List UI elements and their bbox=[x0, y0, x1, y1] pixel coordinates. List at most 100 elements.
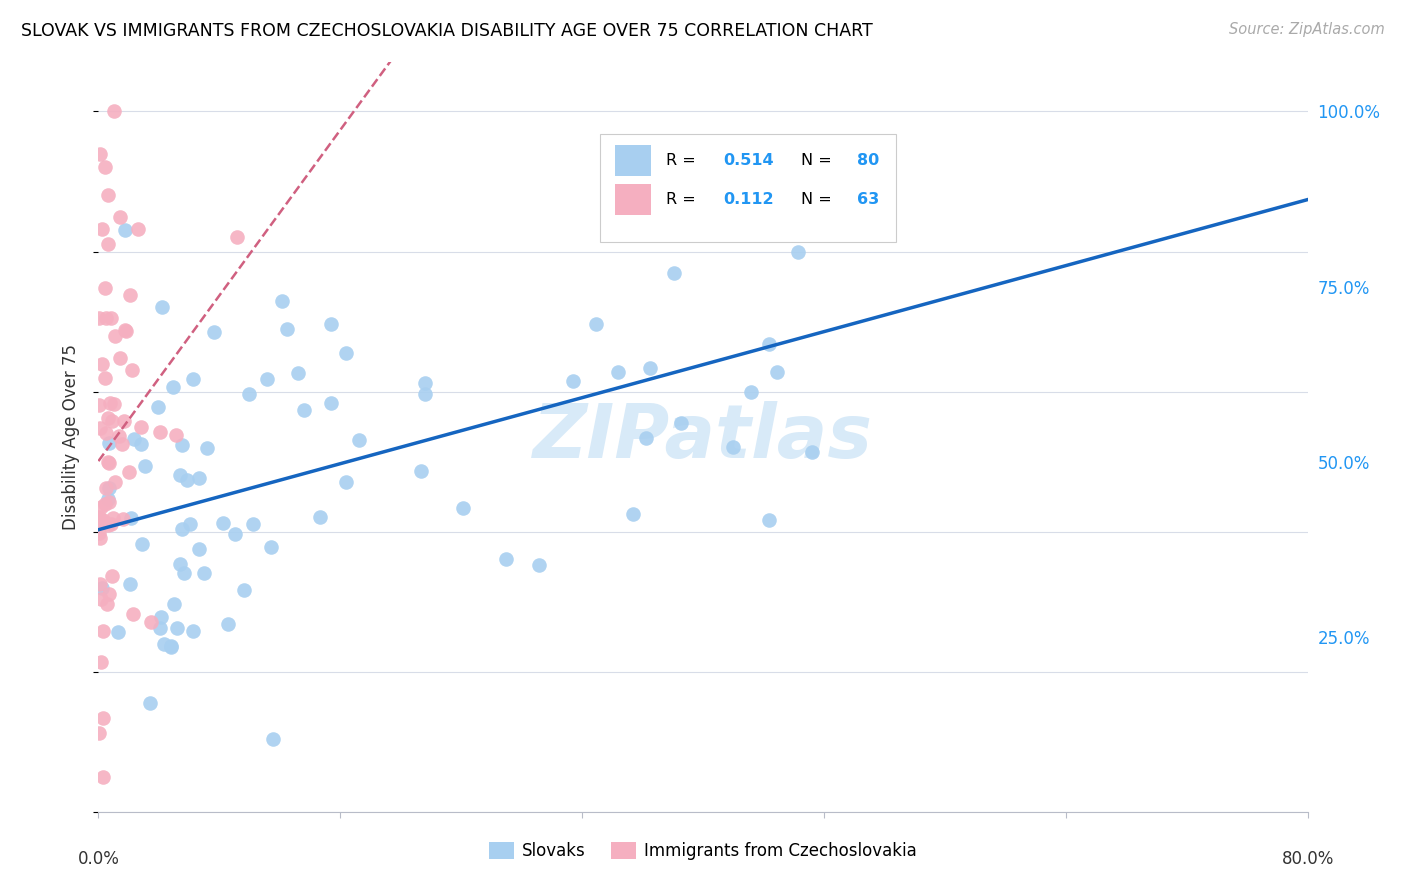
Point bbox=[90, 513, 112, 527]
Point bbox=[94, 281, 117, 295]
Point bbox=[97, 518, 120, 533]
Point bbox=[103, 397, 125, 411]
Point bbox=[90, 357, 112, 371]
Point bbox=[179, 517, 201, 532]
Point bbox=[97, 455, 120, 469]
Point bbox=[758, 336, 780, 351]
Text: 0.0%: 0.0% bbox=[77, 850, 120, 868]
Point bbox=[111, 511, 134, 525]
Point bbox=[640, 361, 662, 376]
Point bbox=[527, 558, 550, 572]
Point bbox=[103, 104, 125, 119]
Point bbox=[149, 622, 172, 636]
Point bbox=[335, 345, 357, 359]
Point bbox=[561, 374, 583, 388]
Point bbox=[91, 222, 114, 236]
Point bbox=[91, 513, 114, 527]
Point bbox=[321, 395, 343, 409]
Point bbox=[169, 557, 191, 571]
Point bbox=[90, 500, 112, 515]
Point bbox=[149, 425, 172, 440]
Text: Source: ZipAtlas.com: Source: ZipAtlas.com bbox=[1229, 22, 1385, 37]
Point bbox=[118, 288, 141, 302]
Point bbox=[97, 481, 120, 495]
Point bbox=[413, 376, 436, 390]
Point bbox=[224, 527, 246, 541]
Point bbox=[121, 363, 143, 377]
Point bbox=[120, 511, 142, 525]
Point bbox=[195, 441, 218, 455]
Point bbox=[451, 501, 474, 516]
Point bbox=[104, 475, 127, 489]
Y-axis label: Disability Age Over 75: Disability Age Over 75 bbox=[62, 344, 80, 530]
Point bbox=[108, 429, 131, 443]
Point bbox=[118, 576, 141, 591]
Point bbox=[720, 178, 742, 193]
Text: 80.0%: 80.0% bbox=[1281, 850, 1334, 868]
Point bbox=[495, 552, 517, 566]
Legend: Slovaks, Immigrants from Czechoslovakia: Slovaks, Immigrants from Czechoslovakia bbox=[482, 836, 924, 867]
Point bbox=[89, 525, 111, 540]
Point bbox=[89, 509, 111, 524]
Point bbox=[100, 311, 122, 326]
Point bbox=[96, 597, 118, 611]
Point bbox=[176, 473, 198, 487]
Point bbox=[409, 464, 432, 478]
Point bbox=[225, 230, 247, 244]
Point bbox=[101, 569, 124, 583]
Point bbox=[217, 616, 239, 631]
Point bbox=[212, 516, 235, 531]
Point bbox=[621, 507, 644, 521]
Point bbox=[93, 624, 115, 638]
Point bbox=[347, 434, 370, 448]
Point bbox=[319, 317, 342, 331]
Point bbox=[415, 387, 437, 401]
Point bbox=[97, 495, 120, 509]
Point bbox=[89, 147, 111, 161]
Point bbox=[89, 726, 111, 740]
Point bbox=[127, 222, 149, 236]
Point bbox=[242, 516, 264, 531]
Point bbox=[585, 318, 607, 332]
Point bbox=[800, 445, 823, 459]
Point bbox=[758, 513, 780, 527]
Point bbox=[118, 465, 141, 479]
Point bbox=[108, 210, 131, 224]
Point bbox=[256, 372, 278, 386]
Point bbox=[112, 414, 135, 428]
Point bbox=[101, 511, 124, 525]
Point bbox=[94, 481, 117, 495]
Point bbox=[262, 731, 284, 746]
Point bbox=[97, 411, 120, 425]
Point bbox=[94, 160, 117, 174]
Point bbox=[94, 425, 117, 440]
Point bbox=[238, 387, 260, 401]
Point bbox=[766, 365, 789, 379]
Point bbox=[110, 437, 132, 451]
Point bbox=[648, 219, 671, 234]
Point bbox=[98, 587, 121, 601]
Point bbox=[94, 370, 117, 384]
Point bbox=[634, 432, 657, 446]
Point bbox=[181, 624, 204, 639]
Point bbox=[89, 398, 111, 412]
Text: 0.112: 0.112 bbox=[724, 192, 775, 207]
Point bbox=[188, 542, 211, 557]
Point bbox=[170, 522, 193, 536]
Text: R =: R = bbox=[665, 192, 700, 207]
Point bbox=[292, 402, 315, 417]
Point bbox=[160, 640, 183, 654]
Text: 80: 80 bbox=[856, 153, 879, 168]
Point bbox=[91, 770, 114, 784]
Point bbox=[181, 372, 204, 386]
Point bbox=[260, 540, 283, 554]
Point bbox=[89, 420, 111, 434]
Point bbox=[309, 509, 332, 524]
Point bbox=[114, 223, 136, 237]
Point bbox=[335, 475, 357, 489]
Point bbox=[115, 325, 138, 339]
Point bbox=[89, 310, 111, 325]
Text: 63: 63 bbox=[856, 192, 879, 207]
Point bbox=[669, 416, 692, 430]
Text: 0.514: 0.514 bbox=[724, 153, 775, 168]
